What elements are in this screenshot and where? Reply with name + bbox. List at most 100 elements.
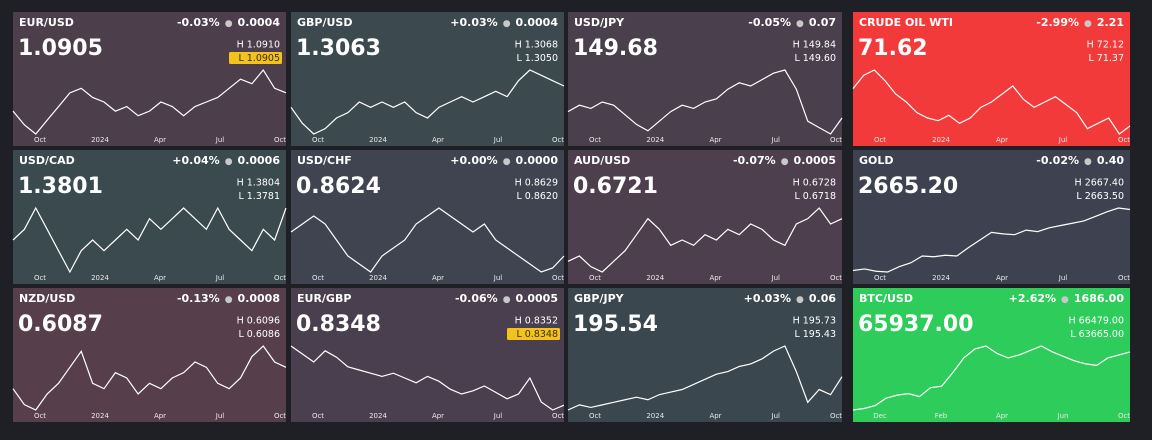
symbol: GBP/JPY	[574, 292, 625, 305]
change-value: 1686.00	[1074, 292, 1124, 305]
ticker-tile[interactable]: GBP/USD 1.3063 +0.03% ● 0.0004 H 1.3068 L 1.30…	[290, 12, 565, 146]
change: -0.06% ● 0.0005	[455, 292, 558, 305]
sparkline	[567, 207, 843, 273]
x-axis-label: 2024	[91, 412, 109, 420]
tile-background	[853, 12, 1130, 146]
change-value: 0.0005	[794, 154, 836, 167]
x-axis-label: Jul	[771, 412, 781, 420]
x-axis-label: Apr	[154, 274, 166, 282]
sparkline	[567, 69, 843, 135]
change: -2.99% ● 2.21	[1036, 16, 1124, 29]
x-axis-label: 2024	[369, 274, 387, 282]
low-highlight	[507, 328, 560, 340]
symbol: USD/CHF	[297, 154, 352, 167]
low: L 149.60	[794, 53, 836, 64]
x-axis-label: Apr	[996, 136, 1008, 144]
x-axis-label: Oct	[312, 136, 324, 144]
price: 0.8624	[296, 174, 381, 199]
sparkline	[12, 206, 287, 274]
x-axis-label: Oct	[274, 412, 286, 420]
x-axis-label: Jul	[215, 136, 225, 144]
separator-dot: ●	[781, 157, 789, 167]
price: 195.54	[573, 312, 658, 337]
ticker-tile[interactable]: EUR/GBP 0.8348 -0.06% ● 0.0005 H 0.8352 L 0.83…	[290, 288, 565, 422]
x-axis-label: Oct	[1118, 136, 1130, 144]
high: H 1.3068	[515, 40, 558, 51]
change-percent: -0.07%	[733, 154, 776, 167]
x-axis-label: Apr	[154, 136, 166, 144]
high: H 1.0910	[237, 40, 280, 51]
separator-dot: ●	[1084, 19, 1092, 29]
x-axis-label: Apr	[432, 412, 444, 420]
x-axis-label: Oct	[589, 274, 601, 282]
x-axis-label: Oct	[274, 136, 286, 144]
x-axis-label: Apr	[709, 274, 721, 282]
change-value: 0.0004	[238, 16, 281, 29]
x-axis-label: Apr	[996, 274, 1008, 282]
x-axis-label: Oct	[34, 412, 46, 420]
change-value: 0.06	[809, 292, 836, 305]
low: L 0.6086	[238, 329, 280, 340]
x-axis-label: Jun	[1057, 412, 1069, 420]
separator-dot: ●	[796, 295, 804, 305]
ticker-tile[interactable]: GBP/JPY 195.54 +0.03% ● 0.06 H 195.73 L 195.43…	[567, 288, 843, 422]
low: L 71.37	[1088, 53, 1124, 64]
ticker-tile[interactable]: CRUDE OIL WTI 71.62 -2.99% ● 2.21 H 72.12 L 71…	[852, 12, 1131, 146]
change: +0.03% ● 0.0004	[450, 16, 558, 29]
sparkline	[290, 345, 565, 411]
symbol: NZD/USD	[19, 292, 75, 305]
change: +2.62% ● 1686.00	[1009, 292, 1125, 305]
x-axis-label: Apr	[432, 136, 444, 144]
separator-dot: ●	[1084, 157, 1092, 167]
x-axis-label: 2024	[91, 274, 109, 282]
low: L 195.43	[794, 329, 836, 340]
price: 0.6087	[18, 312, 103, 337]
change: -0.07% ● 0.0005	[733, 154, 836, 167]
sparkline	[12, 345, 287, 411]
change-percent: -0.03%	[177, 16, 220, 29]
x-axis-label: Oct	[874, 274, 886, 282]
x-axis-label: Jul	[215, 412, 225, 420]
tile-background	[13, 288, 286, 422]
x-axis-label: Feb	[935, 412, 948, 420]
symbol: GOLD	[859, 154, 894, 167]
sparkline	[290, 207, 565, 273]
ticker-tile[interactable]: GOLD 2665.20 -0.02% ● 0.40 H 2667.40 L 2663.50…	[852, 150, 1130, 284]
sparkline	[12, 68, 287, 135]
separator-dot: ●	[503, 295, 511, 305]
ticker-tile[interactable]: AUD/USD 0.6721 -0.07% ● 0.0005 H 0.6728 L 0.67…	[567, 150, 843, 284]
x-axis-label: 2024	[646, 136, 664, 144]
x-axis-label: 2024	[932, 136, 950, 144]
change-percent: +0.03%	[450, 16, 497, 29]
change-percent: +0.04%	[172, 154, 219, 167]
x-axis-label: Oct	[1118, 412, 1130, 420]
x-axis-label: 2024	[369, 136, 387, 144]
high: H 0.8352	[515, 316, 558, 327]
separator-dot: ●	[1061, 295, 1069, 305]
tile-background	[568, 288, 842, 422]
tile-background	[568, 12, 842, 146]
tile-background	[291, 12, 564, 146]
low: L 0.6718	[794, 191, 836, 202]
ticker-tile[interactable]: USD/CAD 1.3801 +0.04% ● 0.0006 H 1.3804 L 1.37…	[12, 150, 287, 284]
x-axis-label: 2024	[369, 412, 387, 420]
tile-background	[853, 288, 1130, 422]
ticker-tile[interactable]: NZD/USD 0.6087 -0.13% ● 0.0008 H 0.6096 L 0.60…	[12, 288, 287, 422]
ticker-tile[interactable]: EUR/USD 1.0905 -0.03% ● 0.0004 H 1.0910 L 1.09…	[12, 12, 287, 146]
ticker-tile[interactable]: USD/CHF 0.8624 +0.00% ● 0.0000 H 0.8629 L 0.86…	[290, 150, 565, 284]
tile-background	[291, 150, 564, 284]
low: L 2663.50	[1076, 191, 1124, 202]
separator-dot: ●	[503, 19, 511, 29]
sparkline	[290, 69, 565, 135]
separator-dot: ●	[225, 19, 233, 29]
x-axis-label: Apr	[432, 274, 444, 282]
price: 71.62	[858, 36, 928, 61]
ticker-tile[interactable]: BTC/USD 65937.00 +2.62% ● 1686.00 H 66479.00 L…	[852, 288, 1130, 422]
change-percent: +0.03%	[744, 292, 791, 305]
high: H 2667.40	[1075, 178, 1124, 189]
x-axis-label: Dec	[873, 412, 887, 420]
x-axis-label: Oct	[874, 136, 886, 144]
change-percent: -2.99%	[1036, 16, 1079, 29]
ticker-tile[interactable]: USD/JPY 149.68 -0.05% ● 0.07 H 149.84 L 149.60…	[567, 12, 843, 146]
price: 0.8348	[296, 312, 381, 337]
